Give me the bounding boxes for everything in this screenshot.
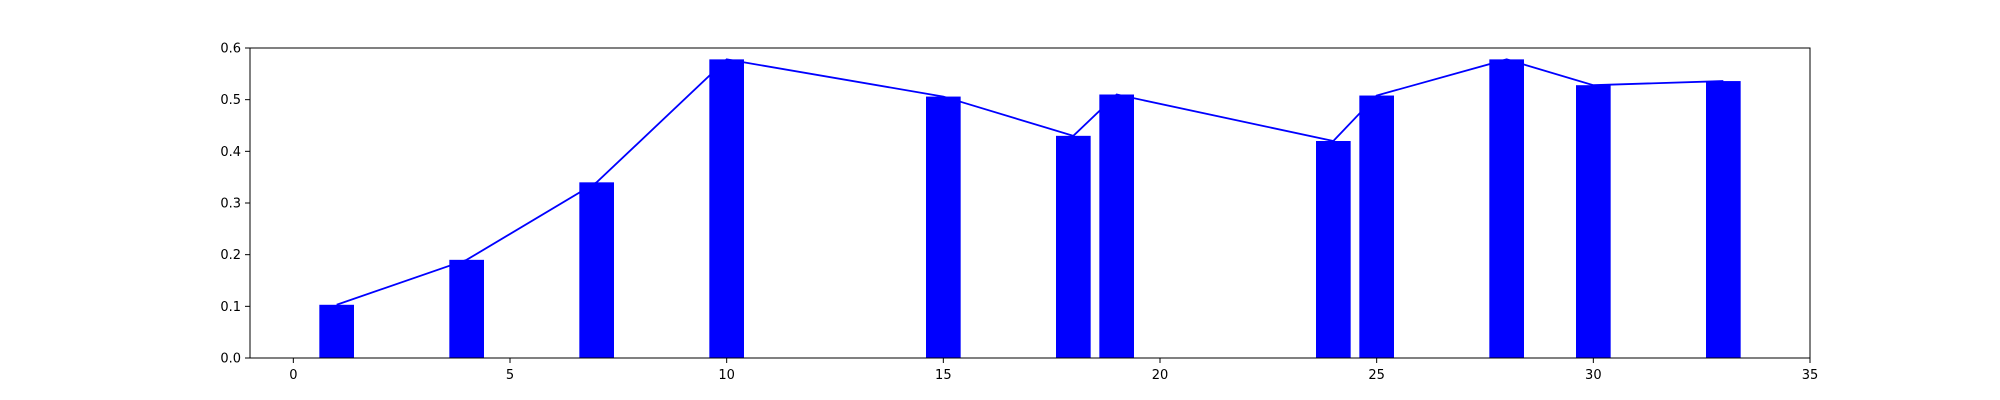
y-tick-label: 0.0 bbox=[220, 352, 241, 367]
bar bbox=[709, 59, 744, 358]
line-layer bbox=[336, 58, 1724, 306]
x-tick-label: 5 bbox=[506, 368, 514, 383]
bar bbox=[1099, 94, 1134, 358]
bar bbox=[1316, 141, 1351, 358]
y-tick-label: 0.2 bbox=[220, 248, 241, 263]
bar bbox=[579, 182, 614, 358]
x-tick-label: 25 bbox=[1368, 368, 1385, 383]
y-tick-label: 0.3 bbox=[220, 197, 241, 212]
y-tick-label: 0.5 bbox=[220, 93, 241, 108]
bar bbox=[1576, 85, 1611, 358]
bars-layer bbox=[319, 59, 1741, 359]
bar bbox=[1706, 81, 1741, 359]
y-axis: 0.0 0.1 0.2 0.3 0.4 0.5 0.6 bbox=[220, 42, 250, 367]
bar bbox=[319, 304, 354, 358]
bar bbox=[926, 96, 961, 359]
x-tick-label: 15 bbox=[935, 368, 952, 383]
bar bbox=[1489, 59, 1524, 358]
y-tick-label: 0.1 bbox=[220, 300, 241, 315]
bar bbox=[449, 259, 484, 358]
x-tick-label: 20 bbox=[1152, 368, 1169, 383]
y-tick-label: 0.4 bbox=[220, 145, 241, 160]
x-tick-label: 0 bbox=[289, 368, 297, 383]
x-axis: 0 5 10 15 20 25 30 35 bbox=[289, 358, 1818, 383]
bar bbox=[1359, 95, 1394, 359]
x-tick-label: 10 bbox=[718, 368, 735, 383]
x-tick-label: 35 bbox=[1802, 368, 1819, 383]
x-tick-label: 30 bbox=[1585, 368, 1602, 383]
y-tick-label: 0.6 bbox=[220, 42, 241, 57]
series-line bbox=[336, 58, 1724, 306]
bar bbox=[1056, 135, 1091, 358]
